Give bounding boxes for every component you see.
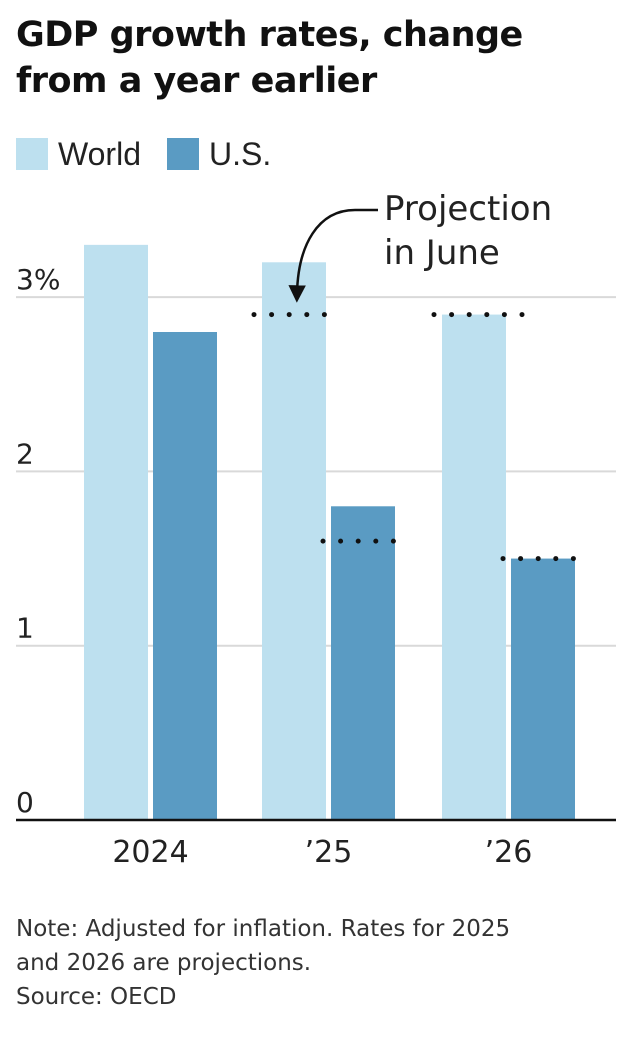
source-line: Source: OECD [16,984,177,1010]
x-tick-label: 2024 [112,835,188,870]
annotation-line-1: Projection [384,189,552,229]
title-line-2: from a year earlier [16,61,377,101]
legend: World U.S. [16,134,297,174]
bar-world-2 [442,314,506,820]
note-line-1: Note: Adjusted for inflation. Rates for … [16,916,511,942]
title-line-1: GDP growth rates, change [16,15,523,55]
chart-title: GDP growth rates, change from a year ear… [16,12,616,104]
y-tick-label: 3% [16,263,60,296]
legend-item-us: U.S. [166,135,272,173]
bar-world-1 [262,262,326,820]
note-line-2: and 2026 are projections. [16,950,312,976]
y-tick-label: 1 [16,612,34,645]
chart-note: Note: Adjusted for inflation. Rates for … [16,912,616,1014]
y-tick-label: 0 [16,786,34,819]
bar-us-1 [331,506,395,820]
legend-label-world: World [58,135,141,172]
y-tick-label: 2 [16,437,34,470]
bar-world-0 [84,244,148,820]
x-tick-label: ’26 [485,835,533,870]
x-tick-label: ’25 [305,835,353,870]
annotation-line-2: in June [384,233,500,273]
bar-us-0 [153,332,217,820]
legend-label-us: U.S. [208,135,272,172]
legend-swatch-us [166,138,199,170]
legend-swatch-world [16,138,48,170]
annotation-arrow [288,208,378,303]
legend-item-world: World [16,136,141,173]
bar-us-2 [511,558,575,820]
